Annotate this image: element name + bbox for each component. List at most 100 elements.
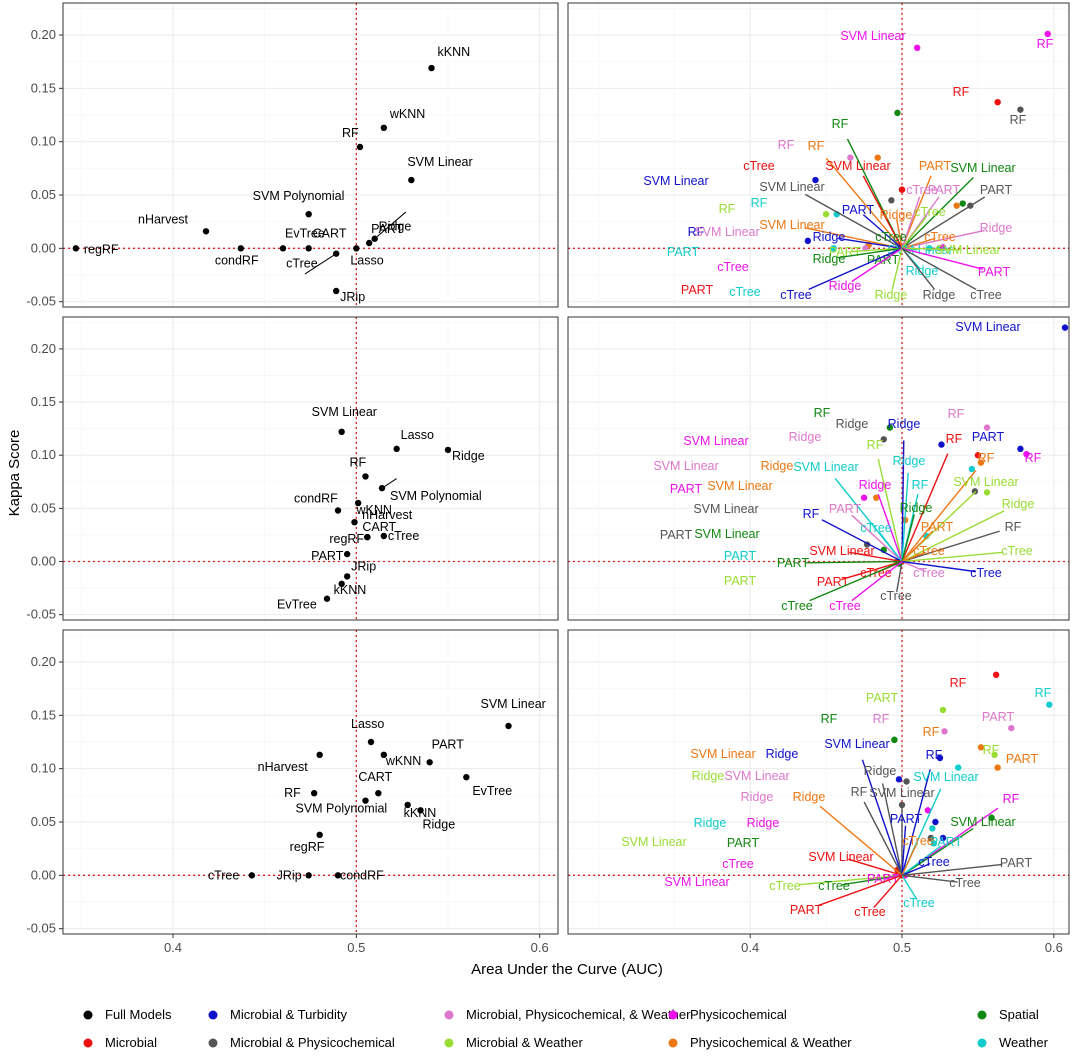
data-label-subset-model: SVM Linear — [724, 769, 789, 783]
panel-background — [568, 3, 1069, 307]
legend-label: Physicochemical & Weather — [690, 1035, 852, 1050]
data-label-full-model: regRF — [84, 242, 119, 256]
y-tick-label: -0.05 — [26, 607, 56, 622]
data-label-subset-model: SVM Linear — [950, 815, 1015, 829]
data-label-subset-model: SVM Linear — [694, 527, 759, 541]
panel-r2-c1: 0.20 0.15 0.10 0.05 0.00 -0.05 SVM Linear Lasso… — [26, 316, 559, 622]
label-leader-line — [851, 560, 903, 602]
label-leader-line — [873, 874, 903, 909]
data-point-full-model — [417, 807, 424, 814]
data-point-subset-model — [977, 744, 985, 751]
label-leader-line — [901, 237, 936, 250]
label-leader-line — [901, 551, 927, 563]
data-point-full-model — [279, 245, 287, 252]
x-tick-label: 0.4 — [164, 940, 182, 955]
data-point-full-model — [248, 872, 256, 879]
panel-r3-c1: 0.20 0.15 0.10 0.05 0.00 -0.05 0.4 0.5 0.6 SVM Li… — [26, 629, 559, 955]
label-leader-line — [896, 218, 903, 249]
data-label-full-model: JRip — [340, 290, 365, 304]
data-label-subset-model: RF — [1037, 37, 1054, 51]
data-label-subset-model: PART — [980, 183, 1013, 197]
panel-background — [63, 3, 558, 307]
data-point-subset-model — [924, 807, 932, 814]
data-point-subset-model — [988, 814, 995, 821]
label-leader-line — [798, 874, 903, 886]
data-point-subset-model — [822, 211, 830, 218]
data-label-subset-model: RF — [803, 507, 820, 521]
data-point-subset-model — [959, 200, 966, 207]
data-label-full-model: EvTree — [472, 784, 512, 798]
data-point-subset-model — [1044, 30, 1051, 38]
data-label-subset-model: SVM Linear — [955, 320, 1020, 334]
legend-key-dot — [208, 1010, 218, 1020]
label-leader-line — [901, 473, 909, 562]
data-point-full-model — [365, 239, 373, 247]
legend-item: Microbial — [83, 1035, 157, 1050]
data-label-subset-model: cTree — [717, 260, 749, 274]
data-label-full-model: wKNN — [385, 754, 421, 768]
label-leader-line — [896, 561, 903, 592]
data-label-subset-model: Ridge — [875, 288, 908, 302]
data-label-full-model: CART — [358, 770, 392, 784]
data-label-subset-model: cTree — [914, 205, 946, 219]
panel-background — [63, 317, 558, 620]
data-point-subset-model — [1061, 324, 1069, 331]
label-leader-line — [901, 844, 917, 876]
data-point-subset-model — [891, 736, 898, 744]
legend-item: Microbial & Weather — [444, 1035, 583, 1050]
data-label-subset-model: cTree — [769, 879, 801, 893]
legend-item: Spatial — [977, 1007, 1039, 1022]
data-label-subset-model: cTree — [875, 230, 907, 244]
data-label-subset-model: RF — [873, 712, 890, 726]
data-label-subset-model: Ridge — [829, 279, 862, 293]
y-tick-label: 0.00 — [31, 867, 56, 882]
data-label-subset-model: cTree — [1001, 544, 1033, 558]
legend-key-dot — [83, 1038, 93, 1048]
data-label-full-model: Lasso — [401, 428, 434, 442]
data-point-subset-model — [938, 441, 945, 448]
data-point-subset-model — [929, 825, 936, 832]
data-label-subset-model: RF — [814, 406, 831, 420]
legend-label: Physicochemical — [690, 1007, 787, 1022]
data-label-subset-model: Ridge — [692, 769, 725, 783]
legend-item: Physicochemical & Weather — [668, 1035, 852, 1050]
data-label-subset-model: PART — [829, 502, 862, 516]
data-label-subset-model: SVM Linear — [621, 835, 686, 849]
label-leader-line — [805, 227, 903, 250]
data-label-subset-model: SVM Linear — [653, 459, 718, 473]
data-label-full-model: SVM Polynomial — [253, 189, 345, 203]
data-label-full-model: condRF — [294, 491, 338, 505]
data-label-full-model: SVM Linear — [481, 697, 546, 711]
data-label-subset-model: SVM Linear — [664, 875, 729, 889]
label-leader-line — [806, 560, 903, 564]
data-label-full-model: PART — [311, 549, 344, 563]
data-label-full-model: kKNN — [438, 45, 471, 59]
data-label-subset-model: RF — [1003, 792, 1020, 806]
data-label-subset-model: cTree — [970, 566, 1002, 580]
x-tick-label: 0.5 — [347, 940, 365, 955]
data-label-full-model: PART — [371, 222, 404, 236]
data-point-full-model — [237, 245, 245, 252]
data-label-subset-model: PART — [1000, 856, 1033, 870]
data-label-subset-model: Ridge — [980, 221, 1013, 235]
data-label-full-model: EvTree — [285, 226, 325, 240]
data-label-subset-model: RF — [851, 785, 868, 799]
y-tick-label: -0.05 — [26, 294, 56, 309]
data-point-subset-model — [977, 459, 985, 466]
label-leader-line — [862, 175, 903, 249]
data-label-subset-model: RF — [751, 196, 768, 210]
label-leader-line — [901, 863, 1003, 877]
data-point-subset-model — [898, 186, 906, 193]
legend-item: Physicochemical — [668, 1007, 787, 1022]
legend-key-dot — [977, 1010, 987, 1020]
data-label-subset-model: cTree — [722, 857, 754, 871]
data-label-subset-model: cTree — [743, 159, 775, 173]
label-leader-line — [901, 874, 918, 901]
data-label-subset-model: Ridge — [741, 790, 774, 804]
data-label-subset-model: SVM Linear — [935, 243, 1000, 257]
x-axis-title: Area Under the Curve (AUC) — [471, 961, 663, 978]
data-label-subset-model: PART — [681, 283, 714, 297]
data-label-subset-model: Ridge — [761, 459, 794, 473]
data-point-full-model — [343, 550, 351, 558]
data-label-subset-model: PART — [670, 482, 703, 496]
